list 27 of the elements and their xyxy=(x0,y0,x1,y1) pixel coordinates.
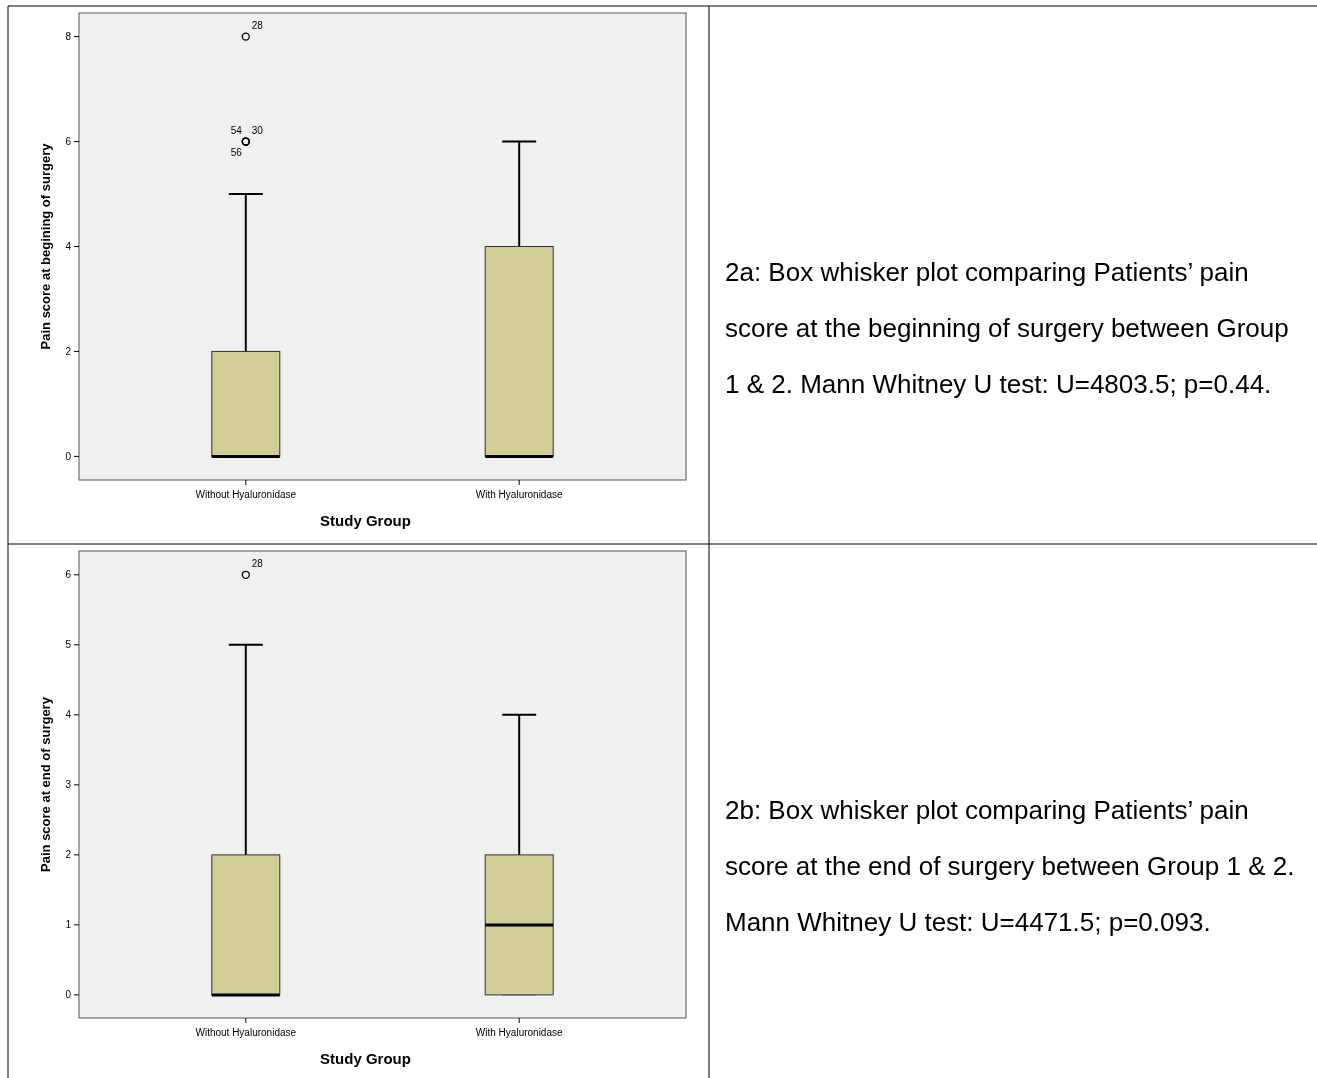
x-tick-label: Without Hyaluronidase xyxy=(195,1027,297,1038)
annotation: 28 xyxy=(251,19,264,31)
text: 2b: Box whisker plot comparing Patients’ pain score at the end of surgery between Group 1 & 2. Mann Whitney U test: U=4471.5; p=0.093. xyxy=(725,795,1295,937)
y-tick-label: 8 xyxy=(65,31,72,43)
y-tick-label: 5 xyxy=(65,639,72,651)
y-tick-label: 4 xyxy=(65,709,72,721)
y-tick-label: 1 xyxy=(65,919,72,931)
y-tick-label: 0 xyxy=(65,989,72,1001)
text: 2a: Box whisker plot comparing Patients’ pain score at the beginning of surgery between Group 1 & 2. Mann Whitney U test: U=4803.5; p=0.44. xyxy=(725,257,1289,399)
y-tick-label: 6 xyxy=(65,136,72,148)
x-axis-title: Study Group xyxy=(320,1050,411,1067)
y-tick-label: 0 xyxy=(65,450,72,462)
y-tick-label: 2 xyxy=(65,849,72,861)
y-tick-label: 2 xyxy=(65,345,72,357)
x-axis-title: Study Group xyxy=(320,512,411,529)
y-tick-label: 3 xyxy=(65,779,72,791)
y-tick-label: 4 xyxy=(65,241,72,252)
annotation: 54 xyxy=(230,124,243,136)
annotation: 56 xyxy=(230,146,243,158)
y-tick-label: 6 xyxy=(65,569,72,581)
annotation: 28 xyxy=(251,557,264,569)
x-tick-label: With Hyaluronidase xyxy=(475,1027,563,1038)
annotation: 30 xyxy=(251,124,264,136)
y-axis-title: Pain score at begining of surgery xyxy=(38,142,53,350)
x-tick-label: Without Hyaluronidase xyxy=(195,489,297,500)
y-axis-title: Pain score at end of surgery xyxy=(38,696,53,872)
x-tick-label: With Hyaluronidase xyxy=(475,489,563,500)
